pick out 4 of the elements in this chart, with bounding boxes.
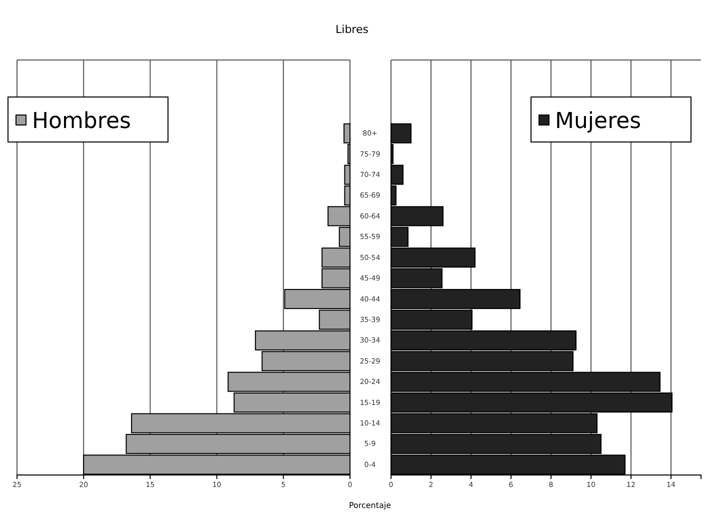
chart-title: Libres xyxy=(336,23,369,36)
legend-label: Mujeres xyxy=(555,109,642,134)
legend-label: Hombres xyxy=(32,109,131,134)
x-axis-title: Porcentaje xyxy=(348,501,392,510)
